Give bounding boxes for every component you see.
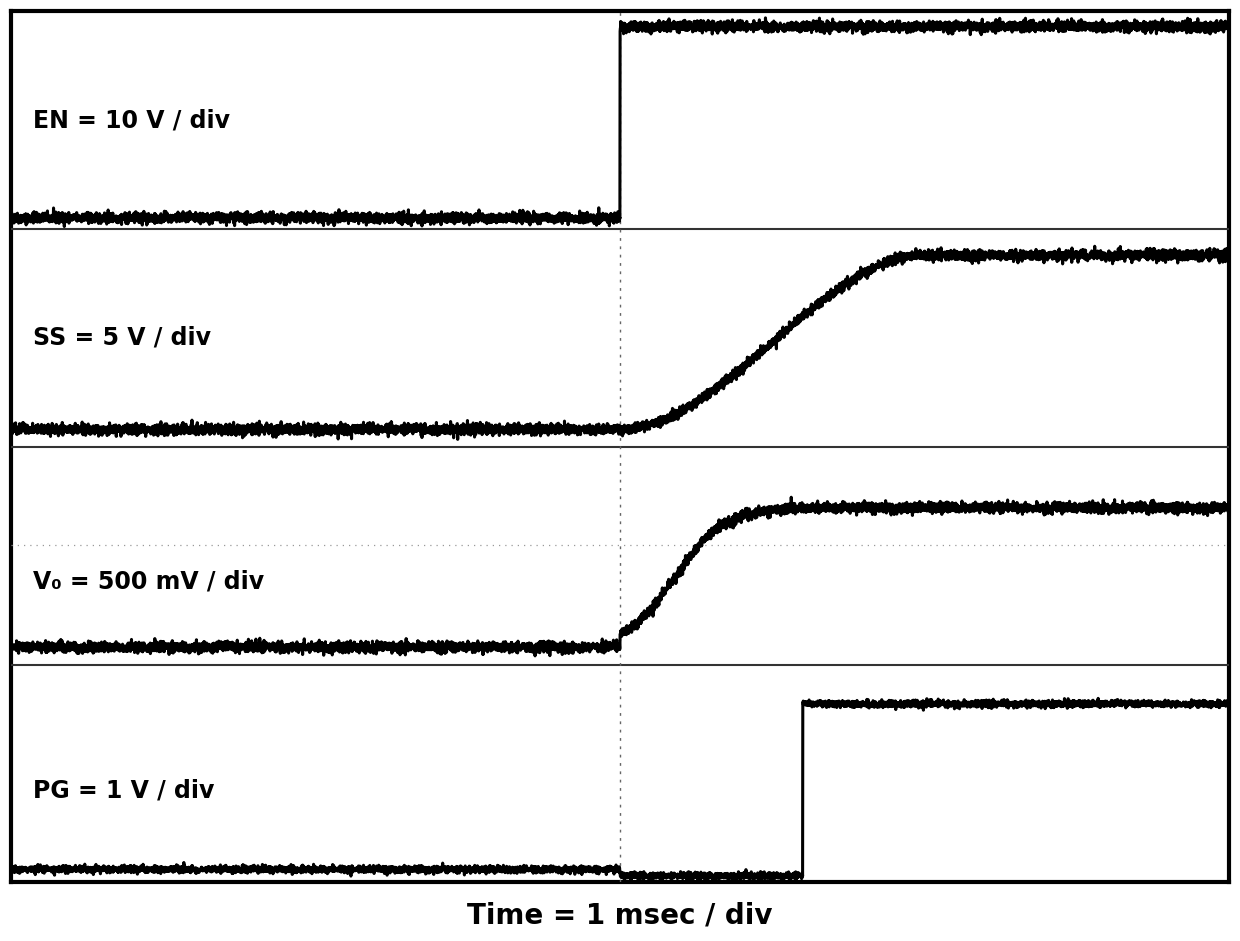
Text: V₀ = 500 mV / div: V₀ = 500 mV / div [33, 570, 264, 594]
Text: SS = 5 V / div: SS = 5 V / div [33, 326, 211, 350]
Text: EN = 10 V / div: EN = 10 V / div [33, 108, 231, 132]
Text: PG = 1 V / div: PG = 1 V / div [33, 779, 215, 803]
X-axis label: Time = 1 msec / div: Time = 1 msec / div [467, 901, 773, 930]
